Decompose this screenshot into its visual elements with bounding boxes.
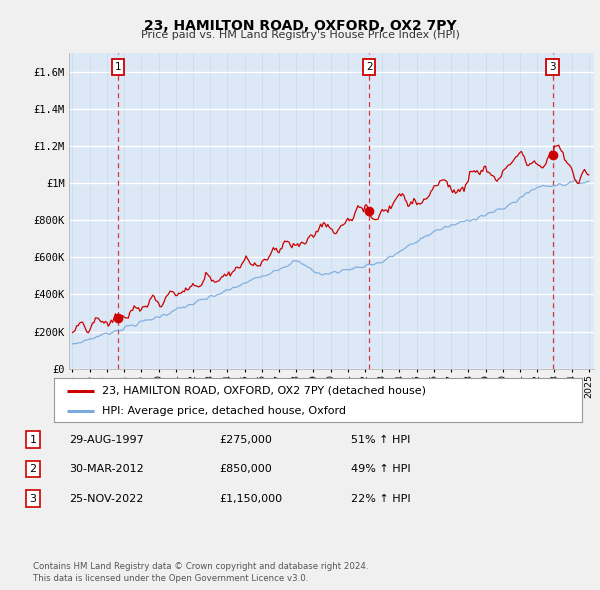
Text: HPI: Average price, detached house, Oxford: HPI: Average price, detached house, Oxfo… [101,406,346,416]
Text: 2: 2 [366,63,373,73]
Text: 1: 1 [115,63,122,73]
Text: 23, HAMILTON ROAD, OXFORD, OX2 7PY (detached house): 23, HAMILTON ROAD, OXFORD, OX2 7PY (deta… [101,386,425,396]
Text: 25-NOV-2022: 25-NOV-2022 [69,494,143,503]
Text: 22% ↑ HPI: 22% ↑ HPI [351,494,410,503]
Text: £850,000: £850,000 [219,464,272,474]
Text: 23, HAMILTON ROAD, OXFORD, OX2 7PY: 23, HAMILTON ROAD, OXFORD, OX2 7PY [143,19,457,34]
Text: 29-AUG-1997: 29-AUG-1997 [69,435,144,444]
Text: Price paid vs. HM Land Registry's House Price Index (HPI): Price paid vs. HM Land Registry's House … [140,30,460,40]
Text: 49% ↑ HPI: 49% ↑ HPI [351,464,410,474]
Text: 51% ↑ HPI: 51% ↑ HPI [351,435,410,444]
Text: Contains HM Land Registry data © Crown copyright and database right 2024.
This d: Contains HM Land Registry data © Crown c… [33,562,368,583]
Text: £275,000: £275,000 [219,435,272,444]
Text: 3: 3 [29,494,37,503]
Text: 2: 2 [29,464,37,474]
Text: 1: 1 [29,435,37,444]
Text: £1,150,000: £1,150,000 [219,494,282,503]
Text: 30-MAR-2012: 30-MAR-2012 [69,464,144,474]
Text: 3: 3 [550,63,556,73]
